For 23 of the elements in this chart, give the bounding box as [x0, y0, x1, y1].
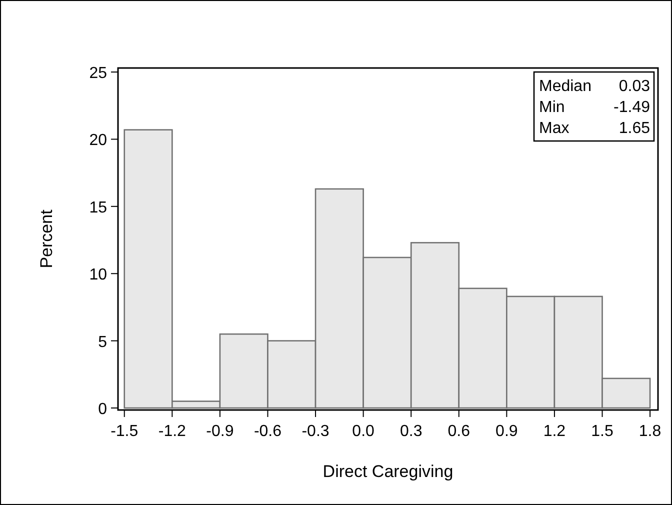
x-tick-label: 0.0 — [352, 423, 375, 440]
x-tick-label: -0.9 — [206, 423, 234, 440]
y-tick-label: 5 — [98, 334, 108, 351]
x-tick-label: 0.9 — [496, 423, 518, 440]
x-tick-label: -0.6 — [254, 423, 282, 440]
text: Max 1.65 — [539, 120, 650, 137]
x-tick-label: 1.8 — [638, 423, 662, 440]
x-tick-label: 1.2 — [543, 423, 566, 440]
x-tick-label: -1.2 — [158, 423, 186, 440]
y-tick-label: 25 — [89, 65, 108, 82]
y-tick-label: 20 — [89, 132, 108, 150]
y-axis-title: Percent — [37, 209, 56, 268]
text: Min -1.49 — [539, 99, 650, 116]
text: Median 0.03 — [539, 78, 650, 95]
y-tick-label: 0 — [98, 400, 108, 418]
x-tick-label: 1.5 — [591, 423, 614, 440]
x-tick-label: 0.6 — [448, 423, 470, 440]
y-tick-label: 10 — [89, 266, 108, 284]
x-axis-title: Direct Caregiving — [322, 462, 454, 481]
x-tick-label: 0.3 — [400, 423, 422, 440]
x-tick-label: -1.5 — [110, 423, 138, 440]
x-tick-label: -0.3 — [302, 423, 330, 440]
y-tick-label: 15 — [89, 199, 108, 216]
